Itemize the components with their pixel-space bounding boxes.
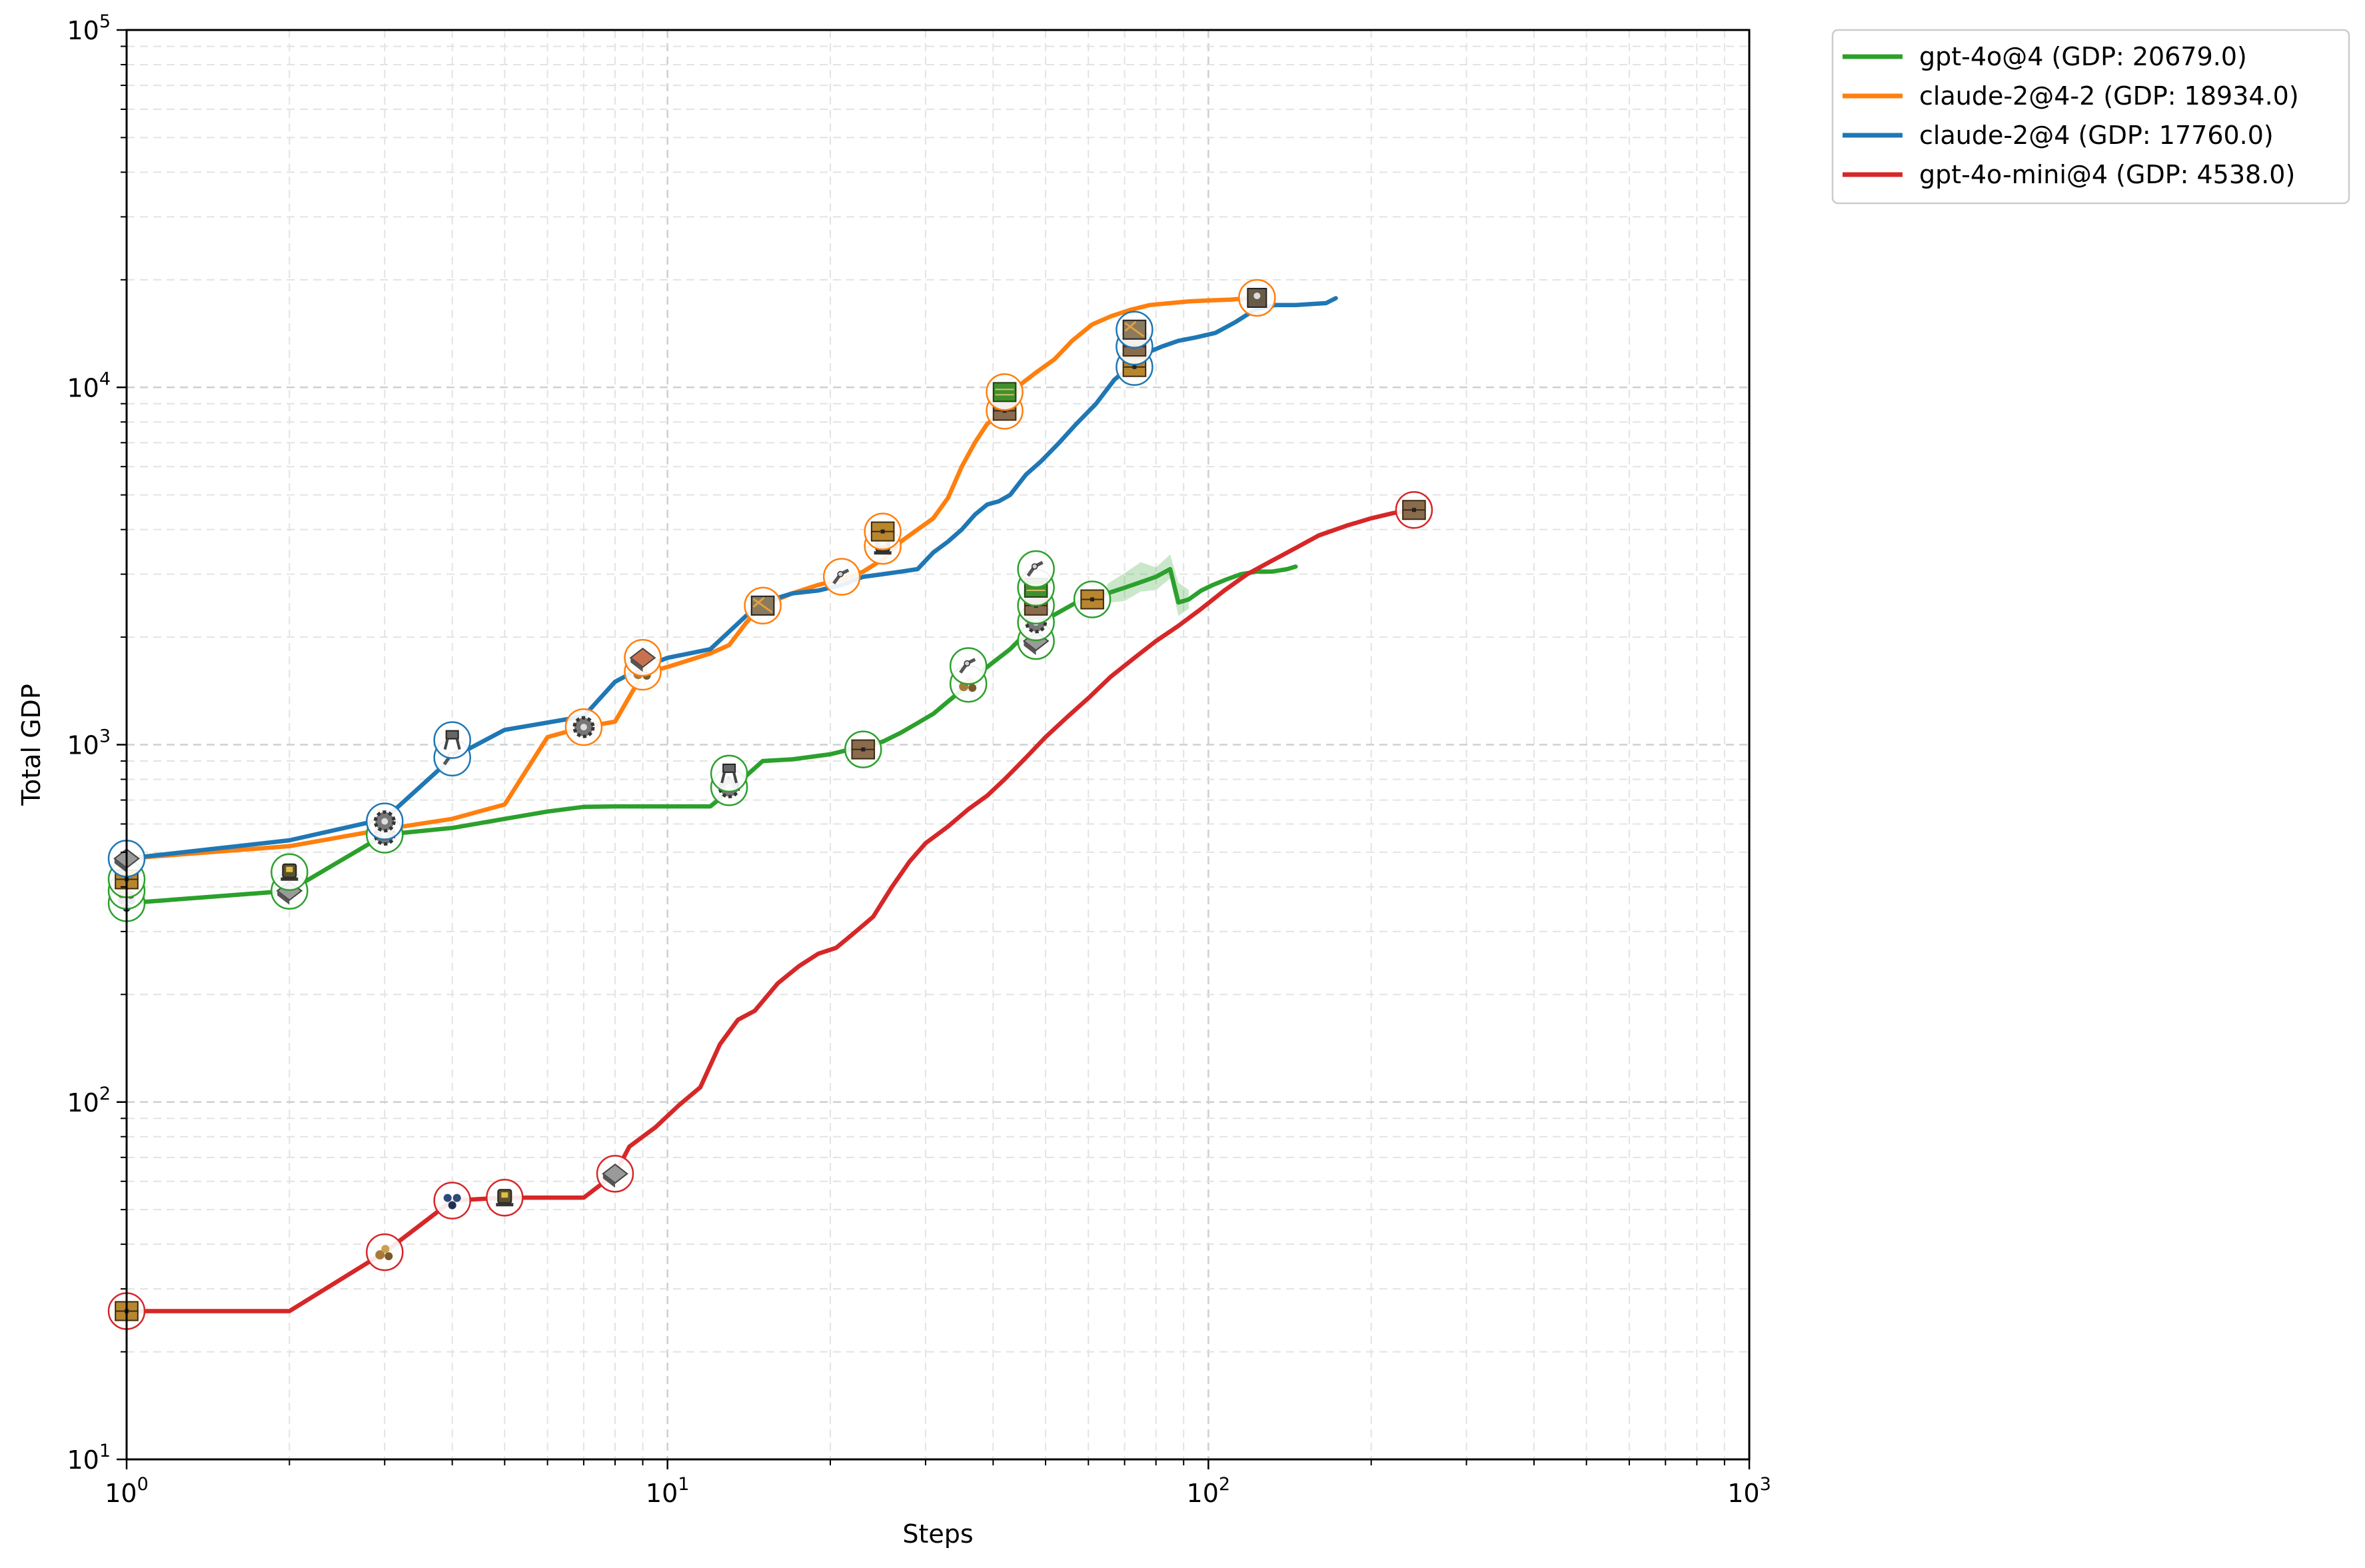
legend-label: claude-2@4 (GDP: 17760.0) xyxy=(1919,121,2274,150)
x-axis-label: Steps xyxy=(902,1519,973,1549)
data-point xyxy=(949,647,988,685)
legend-label: gpt-4o@4 (GDP: 20679.0) xyxy=(1919,42,2247,71)
data-point xyxy=(1073,580,1112,618)
legend-label: gpt-4o-mini@4 (GDP: 4538.0) xyxy=(1919,160,2295,189)
x-tick-label-base: 10 xyxy=(1727,1479,1759,1508)
marker-layer xyxy=(107,279,1433,1330)
inserter-icon xyxy=(1026,560,1044,577)
marker-ring xyxy=(433,1181,471,1219)
circuit-icon xyxy=(992,382,1017,402)
data-point xyxy=(486,1179,524,1217)
x-tick-label-exponent: 0 xyxy=(137,1474,149,1495)
gear-icon xyxy=(572,716,595,738)
drill-icon xyxy=(496,1189,514,1207)
y-tick-label: 102 xyxy=(67,1084,111,1118)
mech-part-icon xyxy=(443,1193,461,1209)
inserter-icon xyxy=(959,658,976,674)
assembler-icon xyxy=(1247,287,1267,308)
data-point xyxy=(366,802,404,840)
y-axis-label: Total GDP xyxy=(17,684,46,806)
legend: gpt-4o@4 (GDP: 20679.0) claude-2@4-2 (GDP… xyxy=(1831,29,2350,205)
data-point xyxy=(822,558,861,596)
x-tick-label-base: 10 xyxy=(646,1479,678,1508)
y-tick-label-exponent: 1 xyxy=(99,1441,111,1461)
plate-icon xyxy=(602,1164,628,1188)
x-tick-label-exponent: 1 xyxy=(678,1474,689,1495)
circuit-crate-icon xyxy=(750,595,775,616)
x-tick-label-base: 10 xyxy=(1187,1479,1219,1508)
data-point xyxy=(1116,311,1154,349)
x-tick-label-exponent: 3 xyxy=(1760,1474,1771,1495)
marker-ring xyxy=(433,721,471,759)
chest-icon xyxy=(851,739,876,760)
y-tick-label: 101 xyxy=(67,1441,111,1475)
y-tick-label: 104 xyxy=(67,369,111,402)
x-tick-label: 102 xyxy=(1187,1474,1231,1508)
robot-icon xyxy=(443,730,461,750)
data-point xyxy=(864,512,902,550)
y-tick-label: 103 xyxy=(67,726,111,760)
copper-plate-icon xyxy=(629,647,656,672)
data-point xyxy=(1017,550,1055,588)
drill-icon xyxy=(281,863,299,881)
chest-icon xyxy=(1402,500,1426,520)
data-point xyxy=(433,1181,471,1219)
data-point xyxy=(271,853,309,891)
data-point xyxy=(986,373,1024,411)
series-line xyxy=(124,508,1417,1313)
data-point xyxy=(564,708,603,746)
crate-icon xyxy=(1080,589,1104,610)
data-point xyxy=(710,754,748,793)
x-tick-label-exponent: 2 xyxy=(1219,1474,1230,1495)
marker-ring xyxy=(710,754,748,793)
inserter-icon xyxy=(832,568,850,585)
y-tick-label-base: 10 xyxy=(67,373,99,402)
data-point xyxy=(433,721,471,759)
y-tick-label-exponent: 3 xyxy=(99,726,111,747)
y-tick-label-base: 10 xyxy=(67,1445,99,1475)
crate-icon xyxy=(870,521,895,542)
ore-icon xyxy=(375,1245,393,1261)
y-tick-label-base: 10 xyxy=(67,16,99,45)
data-point xyxy=(744,586,782,625)
series-line xyxy=(124,294,1263,861)
series-confidence-band xyxy=(1107,554,1189,616)
y-tick-label: 105 xyxy=(67,11,111,45)
series-layer xyxy=(124,294,1417,1313)
y-tick-label-exponent: 2 xyxy=(99,1084,111,1104)
x-tick-label: 100 xyxy=(105,1474,149,1508)
y-tick-label-base: 10 xyxy=(67,1088,99,1118)
data-point xyxy=(596,1155,634,1193)
x-tick-label-base: 10 xyxy=(105,1479,137,1508)
legend-label: claude-2@4-2 (GDP: 18934.0) xyxy=(1919,81,2299,111)
x-tick-label: 103 xyxy=(1727,1474,1771,1508)
circuit-crate-icon xyxy=(1122,319,1147,340)
robot-icon xyxy=(720,763,738,784)
data-point xyxy=(844,730,882,768)
data-point xyxy=(1238,279,1276,317)
x-tick-label: 101 xyxy=(646,1474,690,1508)
data-point xyxy=(1395,491,1433,529)
data-point xyxy=(366,1233,404,1271)
legend-box xyxy=(1831,29,2350,205)
gear-icon xyxy=(373,810,396,833)
data-point xyxy=(624,638,662,677)
y-tick-label-exponent: 5 xyxy=(99,11,111,32)
y-tick-label-base: 10 xyxy=(67,731,99,760)
y-tick-label-exponent: 4 xyxy=(99,369,111,389)
